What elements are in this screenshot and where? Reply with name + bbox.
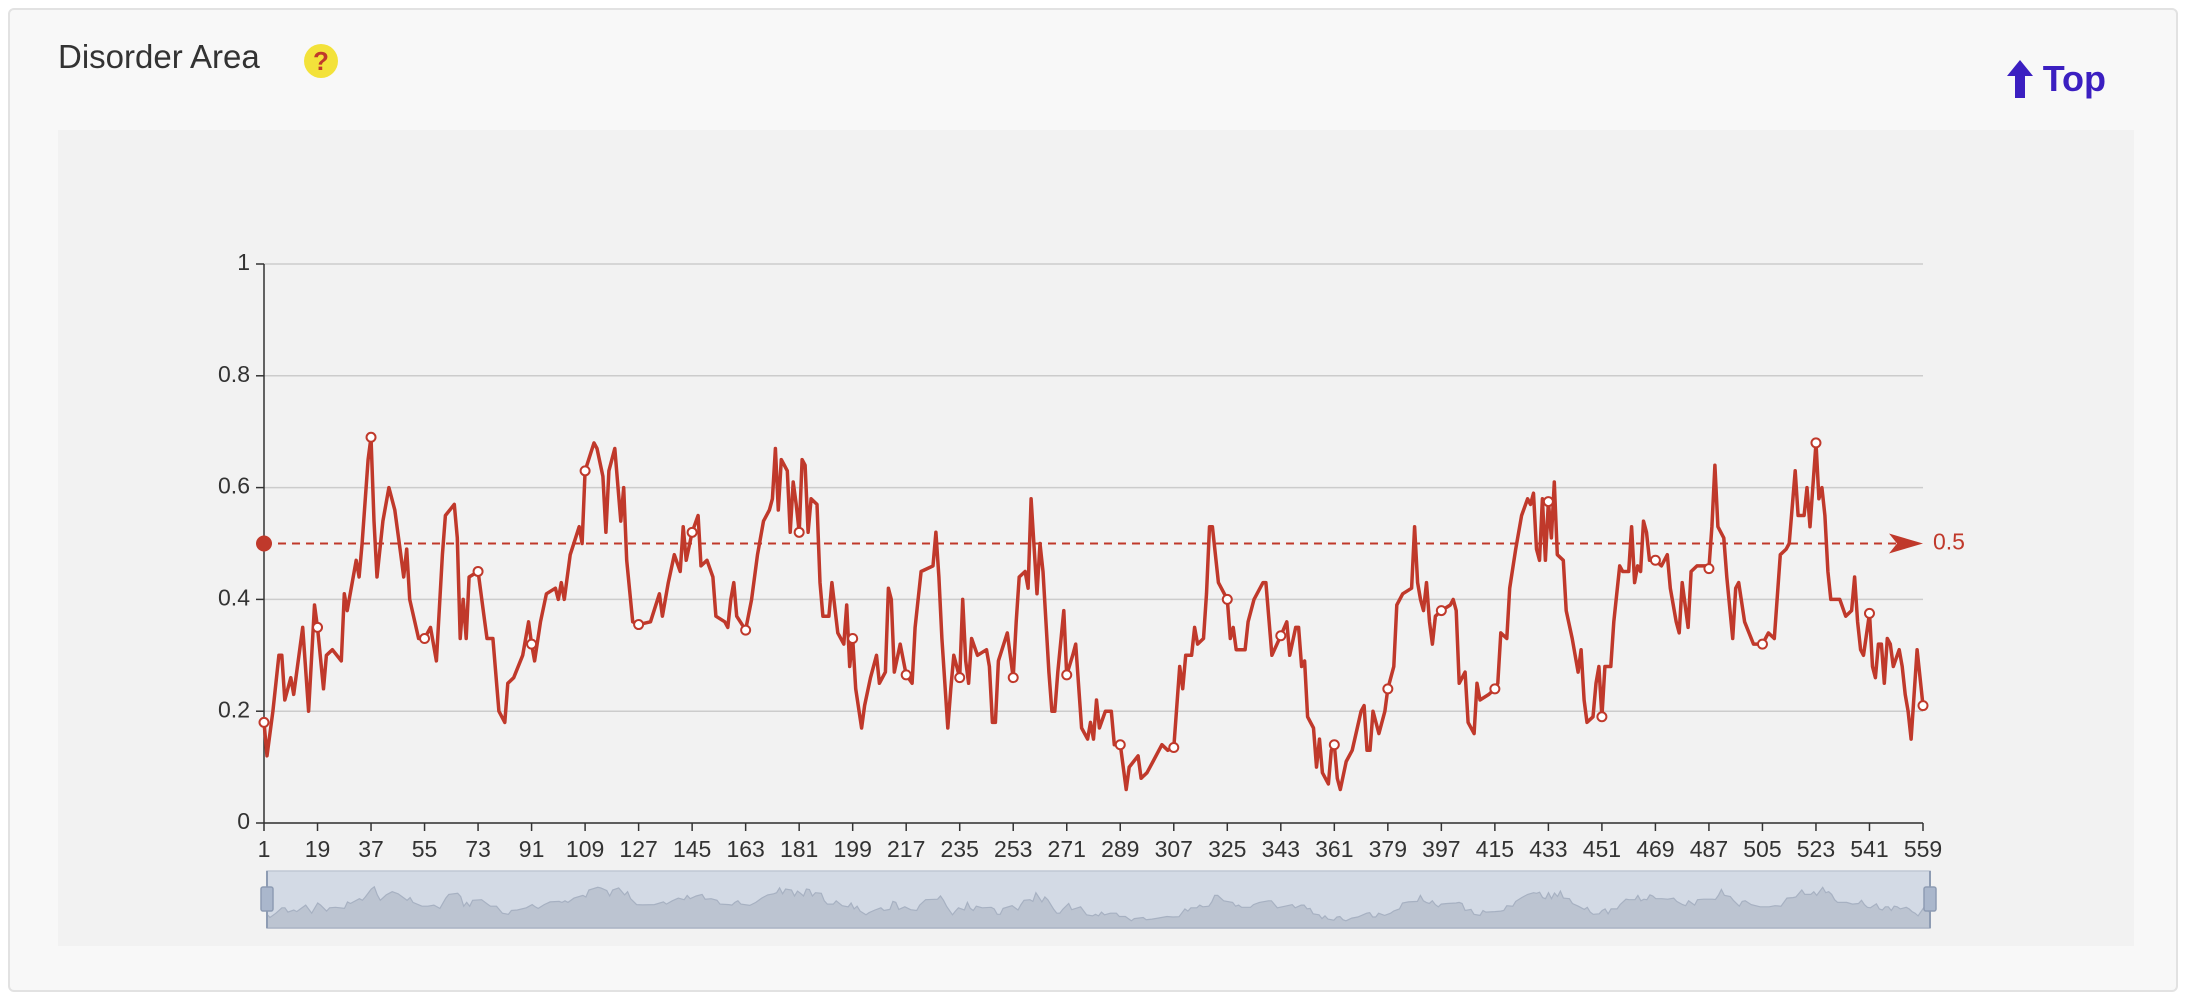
x-tick-label: 145 xyxy=(673,836,711,862)
threshold-arrow xyxy=(1889,533,1923,554)
x-tick-label: 523 xyxy=(1797,836,1835,862)
zoom-preview-area xyxy=(266,885,1931,929)
data-point xyxy=(686,526,698,538)
section-title: Disorder Area xyxy=(58,38,260,75)
data-point xyxy=(1649,554,1661,566)
x-tick-label: 73 xyxy=(465,836,491,862)
x-tick-label: 361 xyxy=(1315,836,1353,862)
data-point xyxy=(1917,700,1929,712)
x-tick-label: 163 xyxy=(726,836,764,862)
data-point xyxy=(1596,711,1608,723)
data-point xyxy=(1542,496,1554,508)
top-link[interactable]: Top xyxy=(2006,58,2106,100)
y-tick-label: 0 xyxy=(237,808,250,834)
x-tick-label: 19 xyxy=(305,836,331,862)
data-point xyxy=(1703,563,1715,575)
data-point xyxy=(954,672,966,684)
x-tick-label: 127 xyxy=(619,836,657,862)
data-point xyxy=(1221,593,1233,605)
data-point xyxy=(1489,683,1501,695)
data-point xyxy=(419,633,431,645)
data-point xyxy=(312,621,324,633)
panel: Disorder Area ? Top xyxy=(8,8,2178,992)
data-point xyxy=(365,431,377,443)
data-point xyxy=(258,716,270,728)
x-tick-label: 559 xyxy=(1904,836,1942,862)
zoom-handle[interactable] xyxy=(260,886,274,912)
x-tick-label: 55 xyxy=(412,836,438,862)
data-point xyxy=(793,526,805,538)
x-tick-label: 469 xyxy=(1636,836,1674,862)
x-tick-label: 109 xyxy=(566,836,604,862)
threshold-start-dot xyxy=(256,535,272,552)
x-tick-label: 181 xyxy=(780,836,818,862)
data-point xyxy=(1114,739,1126,751)
x-tick-label: 433 xyxy=(1529,836,1567,862)
x-tick-label: 235 xyxy=(941,836,979,862)
x-tick-label: 379 xyxy=(1369,836,1407,862)
data-point xyxy=(1007,672,1019,684)
data-point xyxy=(1863,607,1875,619)
data-point xyxy=(1382,683,1394,695)
x-tick-label: 505 xyxy=(1743,836,1781,862)
x-tick-label: 397 xyxy=(1422,836,1460,862)
zoom-handle[interactable] xyxy=(1923,886,1937,912)
data-point xyxy=(740,624,752,636)
y-tick-label: 1 xyxy=(237,249,250,275)
data-point xyxy=(847,633,859,645)
x-tick-label: 541 xyxy=(1850,836,1888,862)
x-tick-label: 217 xyxy=(887,836,925,862)
x-tick-label: 343 xyxy=(1262,836,1300,862)
data-point xyxy=(1435,605,1447,617)
x-tick-label: 37 xyxy=(358,836,384,862)
x-tick-label: 1 xyxy=(258,836,271,862)
x-tick-label: 199 xyxy=(833,836,871,862)
x-tick-label: 289 xyxy=(1101,836,1139,862)
data-point xyxy=(1756,638,1768,650)
y-tick-label: 0.6 xyxy=(218,473,250,499)
x-tick-label: 487 xyxy=(1690,836,1728,862)
data-line xyxy=(262,435,1925,792)
x-tick-label: 415 xyxy=(1476,836,1514,862)
y-tick-label: 0.2 xyxy=(218,696,250,722)
data-point xyxy=(526,638,538,650)
data-point xyxy=(1168,742,1180,754)
x-tick-label: 325 xyxy=(1208,836,1246,862)
data-point xyxy=(633,619,645,631)
x-tick-label: 253 xyxy=(994,836,1032,862)
x-tick-label: 91 xyxy=(519,836,545,862)
data-point xyxy=(1810,437,1822,449)
top-link-text[interactable]: Top xyxy=(2042,58,2106,99)
x-tick-label: 451 xyxy=(1583,836,1621,862)
x-tick-label: 271 xyxy=(1048,836,1086,862)
help-icon[interactable]: ? xyxy=(304,44,338,78)
up-arrow-icon xyxy=(2006,60,2033,98)
x-tick-label: 307 xyxy=(1155,836,1193,862)
data-point xyxy=(900,669,912,681)
data-point xyxy=(1328,739,1340,751)
data-point xyxy=(1061,669,1073,681)
threshold-label: 0.5 xyxy=(1933,529,1965,555)
data-point xyxy=(472,565,484,577)
data-point xyxy=(1275,630,1287,642)
y-tick-label: 0.4 xyxy=(218,584,250,610)
y-tick-label: 0.8 xyxy=(218,361,250,387)
data-point xyxy=(579,465,591,477)
